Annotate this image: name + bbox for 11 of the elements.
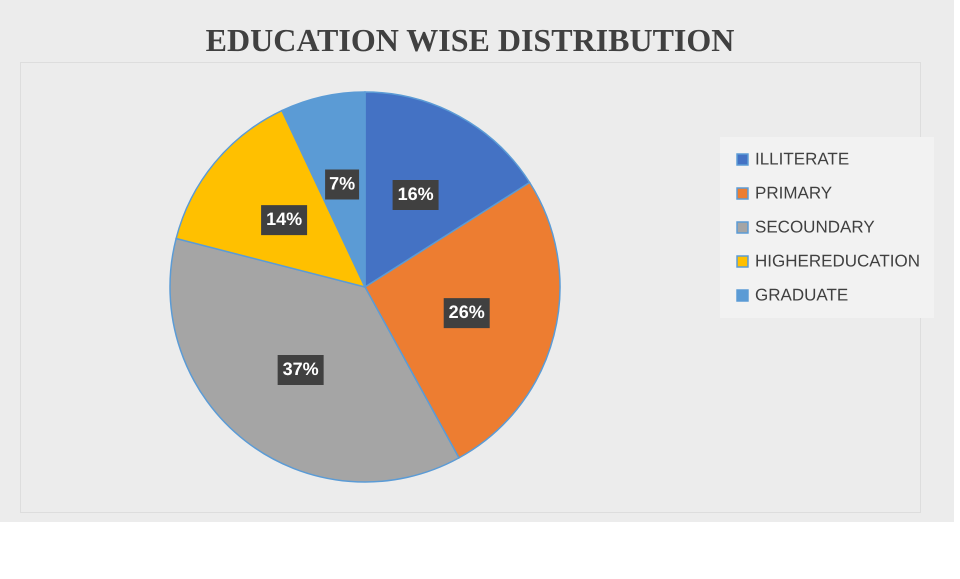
legend-label: ILLITERATE: [755, 150, 850, 168]
legend-label: GRADUATE: [755, 286, 848, 304]
legend-label: HIGHEREDUCATION: [755, 252, 920, 270]
legend-label: SECOUNDARY: [755, 218, 875, 236]
data-label: 16%: [398, 184, 434, 204]
legend-label: PRIMARY: [755, 184, 832, 202]
data-label: 14%: [266, 209, 302, 230]
data-label: 7%: [329, 174, 356, 194]
data-label: 37%: [282, 358, 319, 379]
data-label: 26%: [448, 302, 485, 322]
chart-title: EDUCATION WISE DISTRIBUTION: [206, 22, 734, 58]
